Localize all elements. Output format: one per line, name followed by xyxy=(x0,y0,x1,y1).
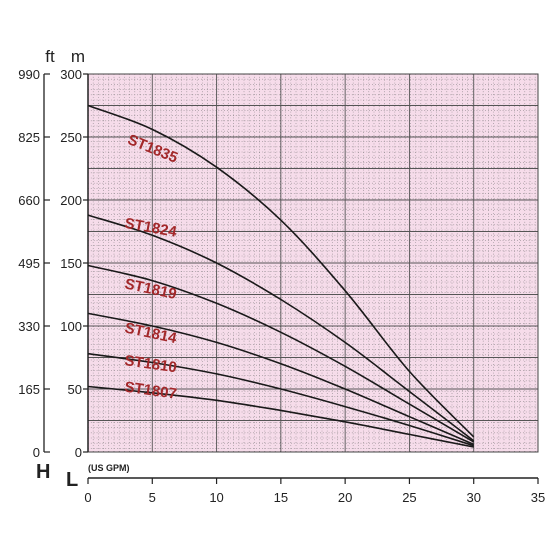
y-tick-label-ft: 165 xyxy=(18,382,40,397)
y-tick-label-ft: 330 xyxy=(18,319,40,334)
series-line-st1819 xyxy=(87,264,475,443)
x-tick-label: 20 xyxy=(338,490,352,505)
y-tick-label-m: 300 xyxy=(60,67,82,82)
series-line-st1835 xyxy=(87,104,475,438)
y-tick-label-ft: 825 xyxy=(18,130,40,145)
y-tick-label-ft: 0 xyxy=(33,445,40,460)
series-line-st1807 xyxy=(87,385,474,448)
x-tick-label: 10 xyxy=(209,490,223,505)
x-tick-label: 35 xyxy=(531,490,545,505)
x-tick-label: 15 xyxy=(274,490,288,505)
y-unit-left-label: ft xyxy=(45,47,55,66)
y-tick-label-m: 200 xyxy=(60,193,82,208)
x-axis-letter: L xyxy=(66,469,78,491)
y-unit-right-label: m xyxy=(71,47,85,66)
y-axis-letter: H xyxy=(36,461,50,483)
x-unit-label: (US GPM) xyxy=(88,463,130,473)
x-tick-label: 0 xyxy=(84,490,91,505)
y-tick-label-m: 100 xyxy=(60,319,82,334)
x-tick-label: 30 xyxy=(466,490,480,505)
series-line-st1810 xyxy=(87,352,474,447)
y-tick-label-m: 0 xyxy=(75,445,82,460)
y-tick-label-m: 150 xyxy=(60,256,82,271)
y-tick-label-m: 50 xyxy=(68,382,82,397)
x-tick-label: 25 xyxy=(402,490,416,505)
series-line-st1814 xyxy=(87,312,475,446)
y-tick-label-ft: 660 xyxy=(18,193,40,208)
x-tick-label: 5 xyxy=(149,490,156,505)
series-line-st1824 xyxy=(87,214,475,442)
y-tick-label-ft: 990 xyxy=(18,67,40,82)
y-tick-label-m: 250 xyxy=(60,130,82,145)
y-tick-label-ft: 495 xyxy=(18,256,40,271)
